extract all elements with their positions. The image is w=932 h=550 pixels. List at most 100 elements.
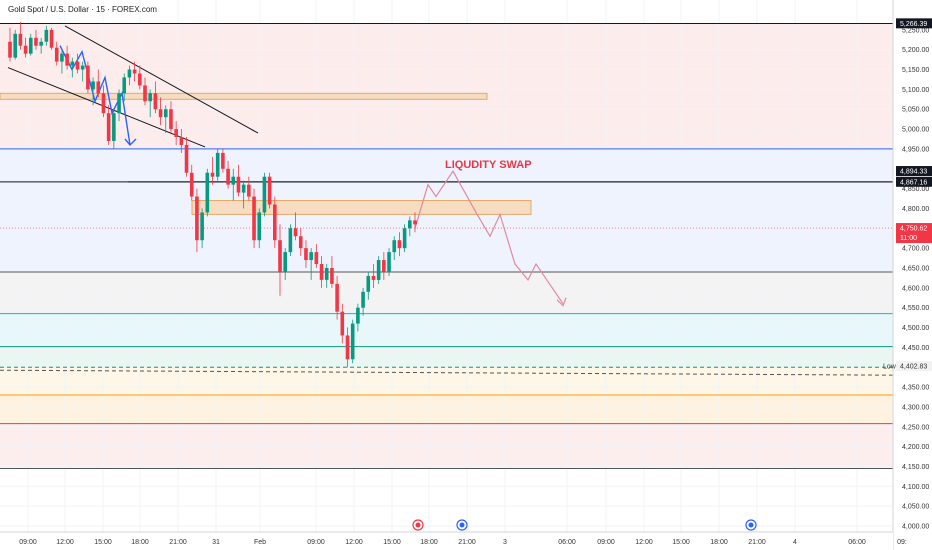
candle-24: [132, 61, 137, 82]
y-tick-label-12: 4,650.00: [902, 266, 929, 273]
channel-lower-line: [7, 67, 206, 148]
candle-0: [8, 27, 12, 62]
candle-body-1: [13, 33, 17, 58]
candle-body-10: [60, 53, 64, 62]
x-tick-label-10: 18:00: [420, 539, 438, 546]
candle-body-35: [189, 172, 194, 197]
candle-62: [330, 256, 334, 288]
candle-body-26: [143, 85, 147, 102]
chart-title: Gold Spot / U.S. Dollar · 15 · FOREX.com: [8, 5, 157, 14]
y-tick-label-16: 4,450.00: [902, 345, 929, 352]
candle-body-45: [241, 184, 246, 193]
candle-body-13: [75, 61, 80, 70]
candle-44: [236, 164, 241, 197]
y-tick-label-11: 4,700.00: [902, 246, 929, 253]
candle-33: [179, 129, 184, 153]
projection-path: [414, 170, 564, 305]
x-tick-label-2: 15:00: [94, 539, 112, 546]
time-axis[interactable]: 09:00 12:00 15:00 18:00 21:00 31 Feb 09:00 12:00…: [0, 519, 907, 550]
y-tick-label-3: 5,100.00: [902, 87, 929, 94]
x-tick-label-7: 09:00: [307, 539, 325, 546]
candle-body-76: [402, 228, 407, 249]
y-tick-label-8: 4,850.00: [902, 186, 929, 193]
y-tick-label-4: 5,050.00: [902, 107, 929, 114]
price-label-box-1: [896, 166, 932, 177]
candle-body-63: [335, 283, 339, 312]
candle-body-52: [278, 240, 282, 272]
candle-18: [101, 85, 106, 118]
y-tick-label-1: 5,200.00: [902, 47, 929, 54]
y-tick-label-18: 4,350.00: [902, 385, 929, 392]
candle-body-44: [236, 176, 241, 193]
candle-body-42: [226, 168, 230, 185]
candle-body-67: [356, 307, 360, 324]
candle-23: [127, 65, 132, 86]
price-axis[interactable]: 5,250.00 5,200.00 5,150.00 5,100.00 5,050.00…: [883, 0, 932, 550]
candle-6: [39, 37, 43, 54]
candle-body-20: [112, 113, 116, 141]
candle-51: [273, 196, 277, 249]
candle-72: [382, 252, 386, 280]
candle-body-51: [273, 204, 277, 241]
candle-74: [392, 236, 397, 261]
candle-body-9: [54, 47, 59, 62]
candle-body-50: [267, 176, 272, 205]
candle-41: [221, 148, 225, 173]
candle-71: [376, 256, 381, 284]
x-tick-label-18: 21:00: [748, 539, 766, 546]
blue-arrowhead: [124, 138, 137, 146]
candle-9: [54, 41, 59, 66]
candle-body-38: [205, 172, 210, 213]
price-label-tag-4: Low: [883, 364, 897, 371]
candle-11: [65, 45, 69, 70]
price-label-0: 5,266.39: [900, 21, 927, 28]
projection-arrowhead: [556, 297, 567, 307]
candle-body-73: [387, 252, 391, 272]
candle-17: [96, 69, 101, 98]
liquidity-swap-annotation: LIQUDITY SWAP: [445, 159, 532, 171]
y-tick-label-13: 4,600.00: [902, 285, 929, 292]
candle-3: [23, 37, 28, 58]
candle-54: [288, 224, 293, 257]
y-tick-label-9: 4,800.00: [902, 206, 929, 213]
candle-body-21: [117, 93, 121, 114]
x-tick-label-13: 06:00: [558, 539, 576, 546]
x-tick-label-20: 06:00: [848, 539, 866, 546]
candle-body-66: [350, 323, 355, 360]
candle-body-69: [366, 275, 371, 292]
candle-38: [205, 168, 210, 217]
candle-body-56: [298, 236, 303, 249]
y-tick-label-15: 4,500.00: [902, 325, 929, 332]
supply-box-upper: [0, 92, 488, 100]
candle-body-47: [252, 196, 256, 241]
candle-body-34: [184, 144, 189, 173]
x-tick-label-16: 15:00: [672, 539, 690, 546]
candle-body-23: [127, 69, 132, 78]
candle-27: [148, 89, 152, 118]
supply-box-lower: [191, 200, 532, 215]
candle-70: [371, 264, 376, 288]
price-label-2: 4,867.16: [900, 179, 927, 186]
candle-body-19: [106, 113, 111, 141]
candle-20: [112, 109, 116, 149]
candle-45: [241, 180, 246, 209]
candle-76: [402, 224, 407, 253]
y-tick-label-23: 4,100.00: [902, 484, 929, 491]
zone-3: [0, 313, 893, 347]
candle-75: [397, 232, 402, 257]
candle-56: [298, 228, 303, 257]
drawings: [0, 25, 567, 307]
candle-body-74: [392, 240, 397, 253]
y-tick-label-24: 4,050.00: [902, 504, 929, 511]
y-tick-label-6: 4,950.00: [902, 146, 929, 153]
candle-body-16: [91, 81, 95, 90]
candle-10: [60, 49, 64, 74]
candle-body-8: [49, 29, 54, 48]
candle-body-57: [304, 248, 308, 261]
candle-69: [366, 271, 371, 300]
candle-body-4: [28, 37, 33, 54]
low-dashed-line: [0, 369, 894, 376]
candle-8: [49, 27, 54, 50]
